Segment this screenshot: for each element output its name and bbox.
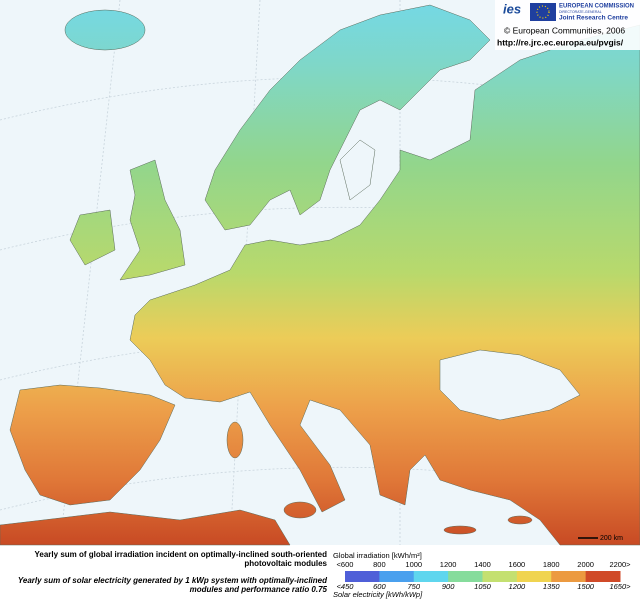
color-swatch (448, 571, 483, 582)
legend-label: 900 (442, 582, 455, 591)
caption: Yearly sum of global irradiation inciden… (35, 550, 328, 559)
caption: Yearly sum of solar electricity generate… (18, 576, 328, 585)
legend-title: Global irradiation [kWh/m²] (333, 551, 422, 560)
scale-label: 200 km (600, 535, 623, 542)
legend-label: 1350 (543, 582, 561, 591)
centre: Joint Research Centre (559, 15, 628, 22)
header: ies EUROPEAN COMMISSION DIRECTORATE-GENE… (495, 0, 640, 50)
color-swatch (585, 571, 621, 582)
caption: photovoltaic modules (244, 559, 327, 568)
commission: EUROPEAN COMMISSION (559, 4, 634, 10)
legend-label: 1000 (405, 560, 422, 569)
color-swatch (345, 571, 380, 582)
legend-label: 1800 (543, 560, 560, 569)
legend-label: 800 (373, 560, 386, 569)
legend-label: 1200 (509, 582, 527, 591)
color-swatch (413, 571, 449, 582)
map: 200 km (0, 0, 640, 546)
caption: modules and performance ratio 0.75 (190, 585, 328, 594)
eu-flag (530, 3, 556, 21)
legend-title: Solar electricity [kWh/kWp] (333, 590, 423, 599)
color-swatch (516, 571, 552, 582)
legend-label: 2200> (609, 560, 631, 569)
legend: Yearly sum of global irradiation inciden… (18, 550, 631, 599)
legend-label: 1200 (440, 560, 457, 569)
baltic-sea (339, 139, 376, 201)
legend-label: 1050 (474, 582, 492, 591)
legend-label: <450 (337, 582, 355, 591)
legend-label: 1600 (509, 560, 526, 569)
directorate: DIRECTORATE-GENERAL (559, 10, 602, 14)
legend-label: <600 (337, 560, 354, 569)
eu-stars (536, 5, 550, 19)
color-swatch (482, 571, 518, 582)
logo: ies (503, 1, 521, 16)
legend-label: 1400 (474, 560, 491, 569)
scale-bar: 200 km (578, 535, 623, 542)
color-swatch (379, 571, 415, 582)
legend-label: 2000 (577, 560, 594, 569)
legend-label: 600 (373, 582, 386, 591)
black-sea (439, 349, 581, 421)
copyright: © European Communities, 2006 (504, 25, 625, 35)
color-swatch (551, 571, 587, 582)
legend-label: 1500 (577, 582, 595, 591)
url: http://re.jrc.ec.europa.eu/pvgis/ (497, 37, 624, 47)
legend-label: 1650> (609, 582, 631, 591)
legend-label: 750 (407, 582, 420, 591)
header-box (495, 0, 640, 50)
